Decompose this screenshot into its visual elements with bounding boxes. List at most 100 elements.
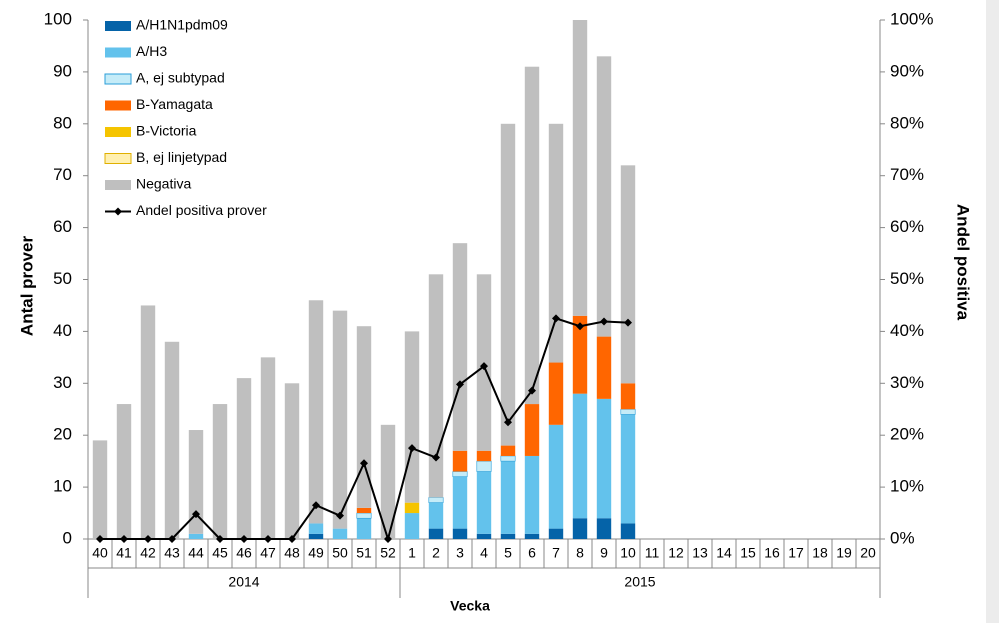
line-marker <box>168 535 176 543</box>
bar-segment <box>596 56 612 337</box>
line-marker <box>408 444 416 453</box>
bar-segment <box>500 533 516 539</box>
line-marker <box>288 535 296 543</box>
bar-segment <box>404 331 420 503</box>
legend-marker <box>114 207 122 216</box>
bar-segment <box>452 471 468 478</box>
side-strip <box>986 0 999 623</box>
bar-segment <box>572 20 588 316</box>
bar-segment <box>500 455 516 462</box>
y-tick-label: 60 <box>53 217 72 236</box>
x-tick-label: 46 <box>236 545 252 561</box>
bar-segment <box>596 398 612 519</box>
bar-segment <box>452 450 468 472</box>
y2-tick-label: 90% <box>890 61 924 80</box>
bar-segment <box>476 471 492 534</box>
bar-segment <box>572 393 588 519</box>
legend-swatch <box>105 21 131 31</box>
line-marker <box>264 535 272 543</box>
bar-segment <box>524 66 540 405</box>
legend-swatch <box>105 180 131 190</box>
x-tick-label: 48 <box>284 545 300 561</box>
legend-label: A, ej subtypad <box>136 70 225 86</box>
bar-segment <box>284 383 300 539</box>
bar-segment <box>404 513 420 539</box>
bar-segment <box>524 455 540 534</box>
line-marker <box>576 322 584 331</box>
x-tick-label: 14 <box>716 545 732 561</box>
y-tick-label: 40 <box>53 321 72 340</box>
x-tick-label: 2 <box>432 545 440 561</box>
x-tick-label: 50 <box>332 545 348 561</box>
bar-segment <box>260 357 276 539</box>
bar-segment <box>452 476 468 529</box>
line-marker <box>312 501 320 510</box>
bar-segment <box>548 528 564 539</box>
y-tick-label: 70 <box>53 165 72 184</box>
x-tick-label: 3 <box>456 545 464 561</box>
bar-segment <box>164 341 180 539</box>
x-tick-label: 8 <box>576 545 584 561</box>
legend-label: A/H1N1pdm09 <box>136 17 228 33</box>
bar-segment <box>620 408 636 415</box>
x-tick-label: 5 <box>504 545 512 561</box>
bar-segment <box>428 502 444 529</box>
bar-segment <box>140 305 156 539</box>
bar-segment <box>356 512 372 519</box>
x-tick-label: 41 <box>116 545 132 561</box>
bar-segment <box>476 460 492 472</box>
bar-segment <box>572 518 588 539</box>
x-tick-label: 4 <box>480 545 488 561</box>
line-marker <box>600 317 608 326</box>
x-tick-label: 17 <box>788 545 804 561</box>
line-marker <box>144 535 152 543</box>
line-marker <box>96 535 104 543</box>
line-marker <box>336 511 344 520</box>
y-tick-label: 20 <box>53 425 72 444</box>
x-tick-label: 40 <box>92 545 108 561</box>
bar-segment <box>524 404 540 456</box>
y2-tick-label: 100% <box>890 9 933 28</box>
bar-segment <box>332 310 348 529</box>
x-tick-label: 44 <box>188 545 204 561</box>
legend-label: B, ej linjetypad <box>136 149 227 165</box>
x-tick-label: 1 <box>408 545 416 561</box>
bar-segment <box>188 430 204 534</box>
legend-label: Andel positiva prover <box>136 202 267 218</box>
bar-segment <box>476 533 492 539</box>
line-marker <box>192 510 200 519</box>
x-tick-label: 10 <box>620 545 636 561</box>
y2-tick-label: 50% <box>890 269 924 288</box>
bar-segment <box>428 274 444 498</box>
y2-tick-label: 60% <box>890 217 924 236</box>
line-marker <box>624 318 632 327</box>
line-marker <box>384 535 392 543</box>
legend-label: B-Victoria <box>136 123 197 139</box>
bar-segment <box>356 518 372 539</box>
x-tick-label: 15 <box>740 545 756 561</box>
y-tick-label: 30 <box>53 373 72 392</box>
line-marker <box>552 314 560 323</box>
x-axis-title: Vecka <box>450 598 490 614</box>
bar-segment <box>92 440 108 539</box>
bar-segment <box>620 383 636 410</box>
y2-tick-label: 20% <box>890 425 924 444</box>
line-marker <box>480 362 488 371</box>
legend-swatch <box>105 100 131 111</box>
x-tick-label: 20 <box>860 545 876 561</box>
x-tick-label: 11 <box>645 545 660 561</box>
y-tick-label: 80 <box>53 113 72 132</box>
legend-label: A/H3 <box>136 43 167 59</box>
x-tick-label: 6 <box>528 545 536 561</box>
bar-segment <box>452 243 468 451</box>
line-marker <box>528 386 536 395</box>
group-label: 2014 <box>228 574 259 590</box>
y2-tick-label: 0% <box>890 528 915 547</box>
bar-segment <box>500 445 516 456</box>
legend-swatch <box>104 73 132 85</box>
group-label: 2015 <box>624 574 655 590</box>
bar-segment <box>308 523 324 534</box>
legend-label: Negativa <box>136 176 191 192</box>
y2-tick-label: 40% <box>890 321 924 340</box>
